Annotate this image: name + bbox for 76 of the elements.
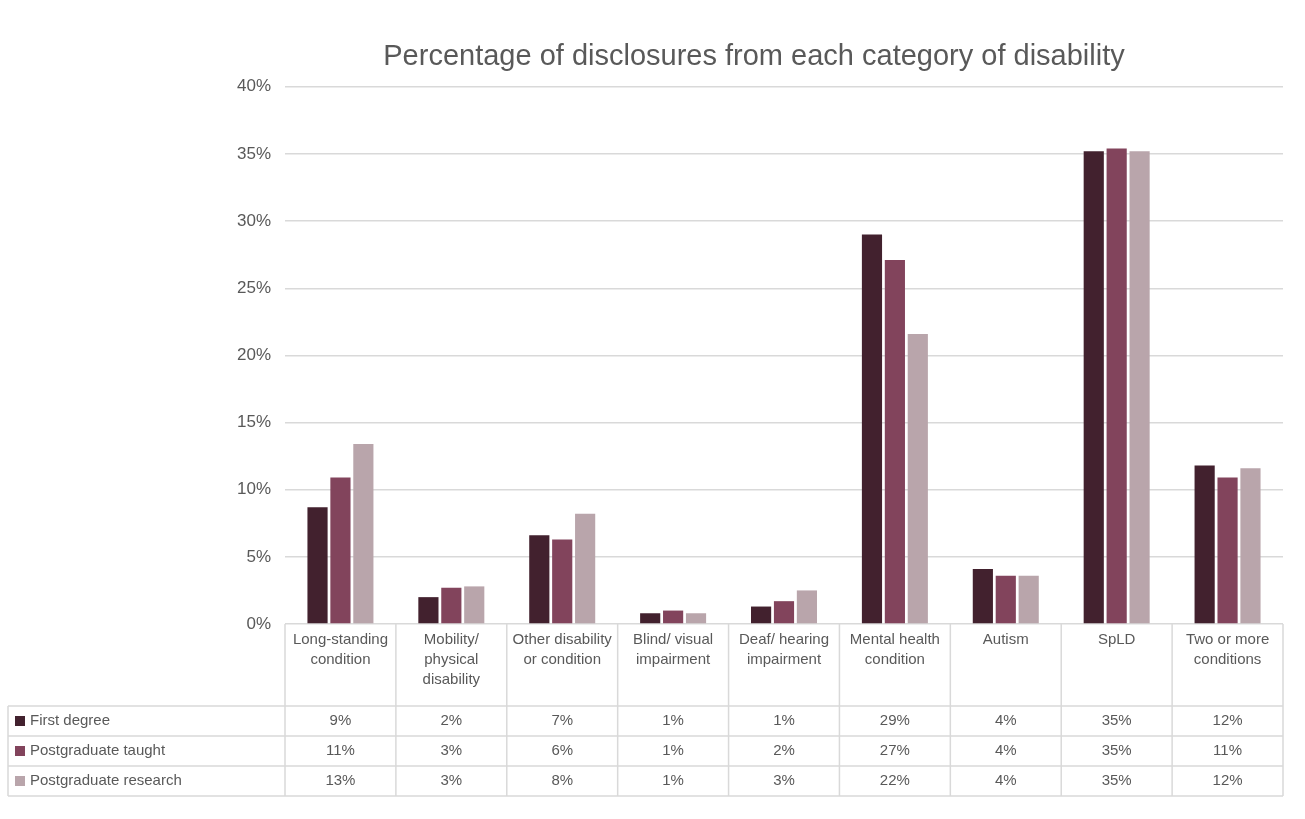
y-tick-label: 15% (236, 412, 271, 432)
x-tick-label: Mental health condition (849, 629, 940, 667)
data-label: 12% (1212, 711, 1243, 729)
data-label: 6% (551, 741, 574, 759)
data-label: 4% (994, 741, 1017, 759)
bar (685, 613, 707, 624)
y-tick-label: 25% (236, 277, 271, 297)
bar (972, 568, 993, 624)
y-tick-label: 30% (236, 210, 271, 230)
bar (751, 606, 772, 624)
bar (796, 590, 817, 624)
bar (330, 477, 351, 624)
data-label: 35% (1101, 771, 1132, 789)
data-label: 22% (879, 771, 910, 789)
bar (1106, 148, 1127, 624)
data-label: 2% (440, 711, 463, 729)
data-label: 13% (325, 771, 356, 789)
legend-label: Postgraduate taught (30, 741, 166, 759)
bar (640, 613, 661, 624)
data-label: 1% (773, 711, 795, 729)
bar (552, 539, 573, 624)
bar (1194, 465, 1215, 624)
legend-label: Postgraduate research (30, 771, 182, 789)
x-tick-label: Deaf/ hearing impairment (738, 629, 830, 667)
bar (1217, 477, 1238, 624)
bar (663, 610, 684, 624)
legend-label: First degree (30, 711, 111, 729)
bar (353, 444, 374, 624)
data-label: 1% (662, 711, 684, 729)
x-tick-label: SpLD (1097, 629, 1136, 647)
data-label: 2% (773, 741, 795, 759)
data-label: 12% (1212, 771, 1243, 789)
y-tick-label: 35% (236, 143, 271, 163)
chart-title: Percentage of disclosures from each category of disability (383, 39, 1126, 72)
data-label: 4% (994, 711, 1017, 729)
bar (307, 507, 328, 624)
bar (861, 234, 883, 624)
bar (1129, 151, 1150, 624)
data-label: 9% (329, 711, 352, 729)
data-label: 27% (879, 741, 910, 759)
x-tick-label: Autism (982, 629, 1029, 647)
x-tick-label: Blind/ visual impairment (633, 629, 714, 667)
data-label: 7% (551, 711, 574, 729)
bar (773, 601, 795, 624)
y-tick-label: 10% (236, 479, 271, 499)
data-label: 1% (662, 771, 684, 789)
data-label: 35% (1101, 741, 1132, 759)
bar (464, 586, 485, 624)
data-label: 3% (440, 771, 463, 789)
data-label: 11% (325, 741, 355, 759)
data-label: 3% (773, 771, 795, 789)
x-tick-label: Mobility/ physical disability (422, 629, 481, 687)
data-label: 35% (1101, 711, 1132, 729)
bar (1240, 468, 1261, 624)
y-tick-label: 0% (246, 613, 271, 633)
bar (575, 513, 596, 624)
data-label: 4% (994, 771, 1017, 789)
y-tick-label: 40% (236, 76, 271, 96)
bar (884, 260, 905, 624)
x-tick-label: Other disability or condition (512, 629, 613, 667)
bar (418, 597, 439, 624)
bar (1018, 575, 1039, 624)
data-label: 1% (662, 741, 684, 759)
bar (1083, 151, 1104, 624)
bar (529, 535, 550, 624)
x-tick-label: Long-standing condition (292, 629, 388, 667)
x-tick-label: Two or more conditions (1185, 629, 1270, 667)
data-label: 3% (440, 741, 463, 759)
data-label: 29% (879, 711, 910, 729)
data-label: 8% (551, 771, 574, 789)
bar (441, 587, 462, 624)
data-label: 11% (1213, 741, 1243, 759)
bar (995, 575, 1016, 624)
y-tick-label: 5% (246, 546, 271, 566)
bar (907, 333, 928, 624)
y-tick-label: 20% (236, 345, 271, 365)
